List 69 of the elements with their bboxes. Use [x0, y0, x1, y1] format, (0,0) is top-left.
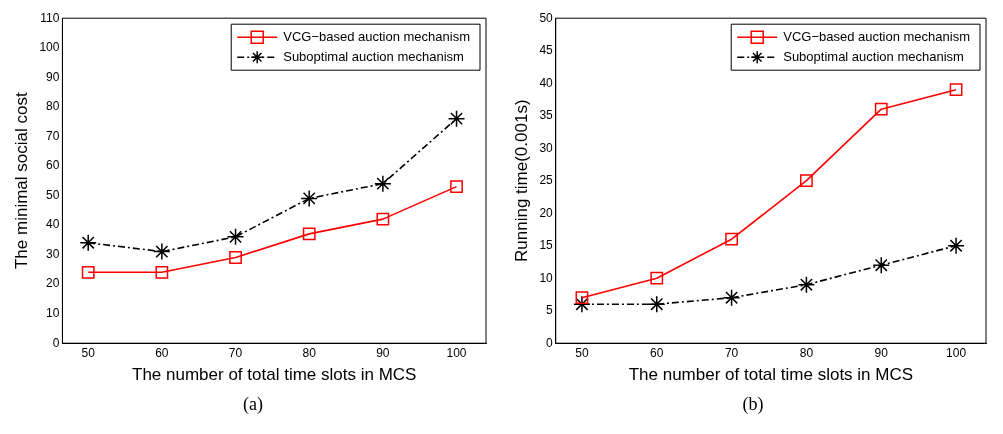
- y-tick-label: 40: [46, 217, 60, 232]
- point: [874, 102, 888, 116]
- point: [229, 251, 242, 264]
- point: [797, 275, 816, 294]
- x-tick-label: 90: [376, 345, 390, 360]
- y-tick-label: 0: [546, 335, 554, 350]
- x-tick-label: 50: [575, 345, 589, 360]
- point: [374, 174, 392, 193]
- x-tick-label: 60: [155, 345, 169, 360]
- y-tick-label: 100: [39, 40, 60, 55]
- y-tick-label: 45: [539, 43, 554, 58]
- y-tick-label: 50: [46, 187, 60, 202]
- point: [722, 288, 741, 307]
- x-tick-label: 100: [946, 345, 967, 360]
- text: (b): [742, 394, 764, 415]
- y-tick-label: 35: [539, 108, 554, 123]
- x-axis-title: The number of total time slots in MCS: [132, 365, 417, 385]
- y-tick-label: 25: [539, 173, 554, 188]
- y-tick-label: 40: [539, 75, 554, 90]
- y-tick-label: 5: [546, 303, 554, 318]
- x-tick-label: 80: [799, 345, 814, 360]
- x-axis-title: The number of total time slots in MCS: [628, 365, 914, 385]
- point: [376, 212, 390, 226]
- text: (a): [243, 394, 263, 415]
- y-tick-label: 30: [539, 140, 554, 155]
- y-axis-title: The minimal social cost: [11, 92, 31, 270]
- point: [81, 265, 95, 279]
- legend-label: Suboptimal auction mechanism: [783, 48, 964, 64]
- y-tick-label: 60: [46, 158, 60, 173]
- y-tick-label: 0: [52, 335, 60, 350]
- y-tick-label: 10: [46, 305, 60, 320]
- point: [155, 265, 169, 279]
- point: [725, 232, 738, 246]
- point: [573, 295, 591, 313]
- y-axis-title: Running time(0.001s): [511, 99, 531, 262]
- y-tick-label: 30: [46, 246, 60, 261]
- point: [300, 189, 318, 208]
- y-tick-label: 90: [46, 69, 60, 84]
- x-tick-label: 60: [650, 345, 664, 360]
- point: [949, 83, 963, 97]
- y-tick-label: 20: [46, 276, 60, 291]
- point: [800, 174, 813, 188]
- y-tick-label: 50: [539, 10, 554, 25]
- y-tick-label: 80: [46, 99, 60, 114]
- y-tick-label: 20: [539, 205, 554, 220]
- x-tick-label: 80: [302, 345, 317, 360]
- point: [648, 295, 666, 313]
- legend-label: Suboptimal auction mechanism: [283, 48, 464, 64]
- point: [947, 236, 965, 255]
- y-tick-label: 110: [40, 10, 60, 25]
- legend-label: VCG−based auction mechanism: [783, 28, 970, 44]
- x-tick-label: 70: [724, 345, 739, 360]
- y-tick-label: 10: [539, 270, 554, 285]
- x-tick-label: 70: [228, 345, 243, 360]
- x-tick-label: 50: [81, 345, 96, 360]
- point: [153, 242, 171, 261]
- point: [79, 234, 97, 252]
- point: [447, 109, 466, 128]
- y-tick-label: 15: [539, 238, 554, 253]
- point: [575, 291, 589, 305]
- x-tick-label: 90: [874, 345, 889, 360]
- point: [226, 228, 245, 246]
- point: [302, 227, 316, 241]
- point: [872, 256, 890, 274]
- legend-label: VCG−based auction mechanism: [283, 28, 470, 44]
- point: [450, 180, 463, 194]
- point: [650, 271, 664, 285]
- x-tick-label: 100: [446, 345, 467, 360]
- y-tick-label: 70: [46, 128, 60, 143]
